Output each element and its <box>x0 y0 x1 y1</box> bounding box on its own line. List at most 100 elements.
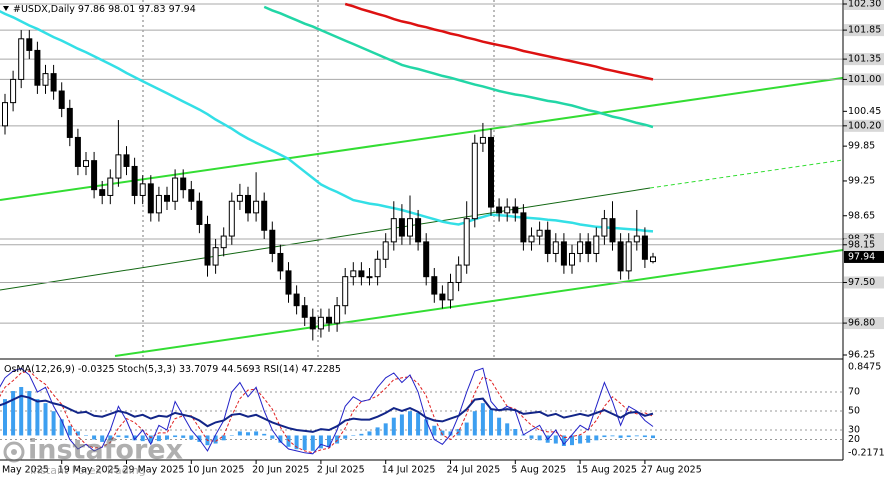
candle-body <box>471 142 478 220</box>
osma-bar <box>140 435 145 442</box>
osma-bar <box>472 411 477 436</box>
high: 98.01 <box>108 4 135 15</box>
candle-body <box>253 200 260 214</box>
candle-body <box>439 293 446 301</box>
osma-bar <box>100 435 105 442</box>
candle-body <box>277 252 284 272</box>
candle-body <box>293 293 300 307</box>
current-price: 97.94 <box>848 251 875 262</box>
osma-bar <box>221 435 226 441</box>
osma-bar <box>165 435 169 440</box>
trend-lower <box>114 248 843 357</box>
osma-bar <box>505 423 510 436</box>
candle-body <box>390 218 397 243</box>
indicator-legend: OsMA(12,26,9) -0.0325 Stoch(5,3,3) 33.70… <box>4 364 341 375</box>
osma-bar <box>634 435 639 437</box>
osma-bar <box>108 435 113 441</box>
candle-body <box>504 206 511 214</box>
candle-body <box>447 281 454 301</box>
candle-body <box>2 102 8 127</box>
osma-bar <box>246 432 250 436</box>
osma-bar <box>3 399 7 436</box>
title-arrow <box>3 6 9 11</box>
osma-bar <box>553 435 558 444</box>
candle-body <box>334 305 341 324</box>
level-box <box>844 53 884 66</box>
candle-body <box>99 189 106 196</box>
osma-bar <box>464 422 469 436</box>
watermark-name: instaforex <box>28 435 183 466</box>
candle-body <box>479 136 486 144</box>
candle-body <box>326 316 332 324</box>
osma-bar <box>132 435 137 441</box>
osma-bar <box>270 435 275 439</box>
candle-body <box>261 200 268 231</box>
candle-body <box>528 235 535 243</box>
candle-body <box>164 194 170 202</box>
osma-bar <box>651 435 655 439</box>
candle-body <box>188 189 195 202</box>
candle-body <box>10 78 17 104</box>
rsi-value: 47.2285 <box>302 364 341 375</box>
moving-average <box>0 9 654 233</box>
candle-body <box>374 258 381 278</box>
candle-body <box>601 218 608 237</box>
y-tick-label: 100.45 <box>848 106 881 117</box>
level-box <box>844 119 884 132</box>
stoch-signal-value: 44.5693 <box>221 364 260 375</box>
logo <box>11 449 17 455</box>
y-tick-label: 97.50 <box>848 277 875 288</box>
osma-bar <box>75 431 80 436</box>
y-tick-label: 98.15 <box>848 239 875 250</box>
indicator-line <box>0 367 654 455</box>
osma-bar <box>197 435 202 442</box>
close: 97.94 <box>169 4 196 15</box>
candle-body <box>66 107 73 138</box>
indicator-line <box>0 394 654 433</box>
x-tick-label: 27 Aug 2025 <box>641 465 702 476</box>
current-price-box <box>844 250 884 263</box>
candle-body <box>496 206 503 214</box>
x-tick-label: 5 Aug 2025 <box>511 465 566 476</box>
candle-body <box>488 136 494 208</box>
osma-bar <box>318 435 323 449</box>
candle-body <box>147 183 154 214</box>
osma-bar <box>367 431 372 436</box>
candle-body <box>633 235 640 243</box>
x-tick-label: 19 May 2025 <box>58 465 120 476</box>
osma-bar <box>181 435 186 438</box>
osma-label: OsMA(12,26,9) <box>4 364 75 375</box>
candle-body <box>407 218 413 237</box>
candle-body <box>455 264 462 283</box>
osma-bar <box>229 435 234 436</box>
watermark: instaforex Instant Forex Trading <box>3 435 183 477</box>
osma-bar <box>213 435 218 444</box>
osma-bar <box>586 435 591 443</box>
candle-body <box>74 136 81 167</box>
candle-body <box>350 270 357 278</box>
candle-body <box>91 160 98 191</box>
x-tick-label: 7 May 2025 <box>0 465 49 476</box>
osma-bar <box>561 435 566 446</box>
y-tick-label: 99.25 <box>848 175 875 186</box>
candle-body <box>115 154 122 179</box>
candle-body <box>415 218 422 243</box>
osma-bar <box>626 435 631 438</box>
osma-bar <box>424 419 429 436</box>
chart-title: #USDX,Daily 97.86 98.01 97.83 97.94 <box>13 4 196 15</box>
indicator-line <box>0 370 654 454</box>
candle-body <box>625 241 632 272</box>
indicator-tick-label: 30 <box>848 425 860 436</box>
candle-body <box>609 218 616 243</box>
candle-body <box>131 165 138 196</box>
candle-body <box>593 235 600 254</box>
candle-body <box>577 241 584 254</box>
candle-body <box>301 305 308 318</box>
osma-bar <box>84 435 88 436</box>
osma-bar <box>156 435 161 442</box>
indicator-panel <box>0 367 843 455</box>
indicator-tick-label: 20 <box>848 434 860 445</box>
candle-body <box>245 194 251 214</box>
osma-bar <box>116 435 121 438</box>
